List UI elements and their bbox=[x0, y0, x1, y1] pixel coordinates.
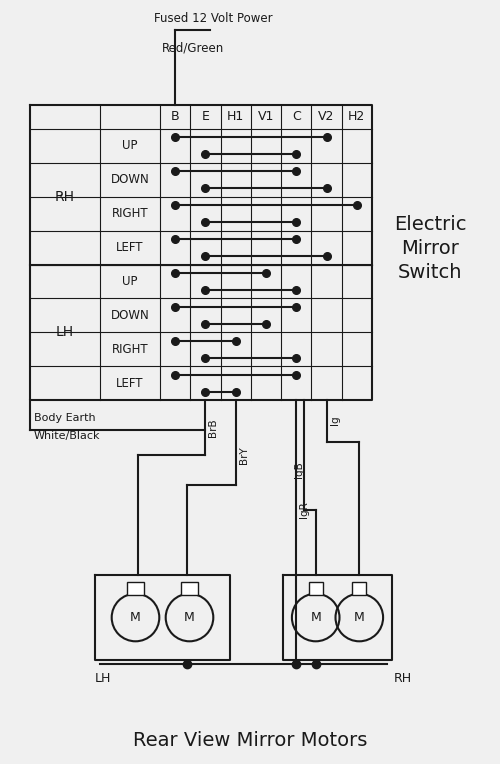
Text: IgR: IgR bbox=[300, 502, 310, 519]
Text: LH: LH bbox=[56, 325, 74, 339]
Text: UP: UP bbox=[122, 275, 138, 288]
Text: Electric: Electric bbox=[394, 215, 466, 234]
Text: LH: LH bbox=[95, 672, 112, 685]
Bar bbox=[180, 582, 198, 595]
Text: Ig: Ig bbox=[330, 415, 340, 425]
Text: M: M bbox=[354, 611, 364, 624]
Text: RIGHT: RIGHT bbox=[112, 207, 148, 220]
Text: BrY: BrY bbox=[238, 446, 248, 464]
Text: H1: H1 bbox=[227, 111, 244, 124]
Text: Switch: Switch bbox=[398, 263, 462, 282]
Text: Body Earth: Body Earth bbox=[34, 413, 96, 423]
Text: RH: RH bbox=[394, 672, 412, 685]
Bar bbox=[352, 582, 366, 595]
Text: IgB: IgB bbox=[294, 461, 304, 478]
Text: DOWN: DOWN bbox=[110, 309, 150, 322]
Text: V1: V1 bbox=[258, 111, 274, 124]
Text: M: M bbox=[310, 611, 321, 624]
Text: B: B bbox=[171, 111, 179, 124]
Text: C: C bbox=[292, 111, 300, 124]
Text: V2: V2 bbox=[318, 111, 335, 124]
Text: BrB: BrB bbox=[208, 419, 218, 437]
Text: Mirror: Mirror bbox=[401, 239, 459, 258]
Text: UP: UP bbox=[122, 140, 138, 153]
Text: DOWN: DOWN bbox=[110, 173, 150, 186]
Text: LEFT: LEFT bbox=[116, 377, 144, 390]
Text: LEFT: LEFT bbox=[116, 241, 144, 254]
Text: M: M bbox=[184, 611, 195, 624]
Text: E: E bbox=[202, 111, 209, 124]
Text: White/Black: White/Black bbox=[34, 431, 100, 441]
Text: RIGHT: RIGHT bbox=[112, 343, 148, 356]
Text: RH: RH bbox=[55, 189, 75, 204]
Text: M: M bbox=[130, 611, 141, 624]
Bar bbox=[308, 582, 323, 595]
Text: Fused 12 Volt Power: Fused 12 Volt Power bbox=[154, 11, 272, 24]
Text: Red/Green: Red/Green bbox=[162, 41, 224, 54]
Text: Rear View Mirror Motors: Rear View Mirror Motors bbox=[133, 730, 367, 749]
Text: H2: H2 bbox=[348, 111, 366, 124]
Bar bbox=[126, 582, 144, 595]
